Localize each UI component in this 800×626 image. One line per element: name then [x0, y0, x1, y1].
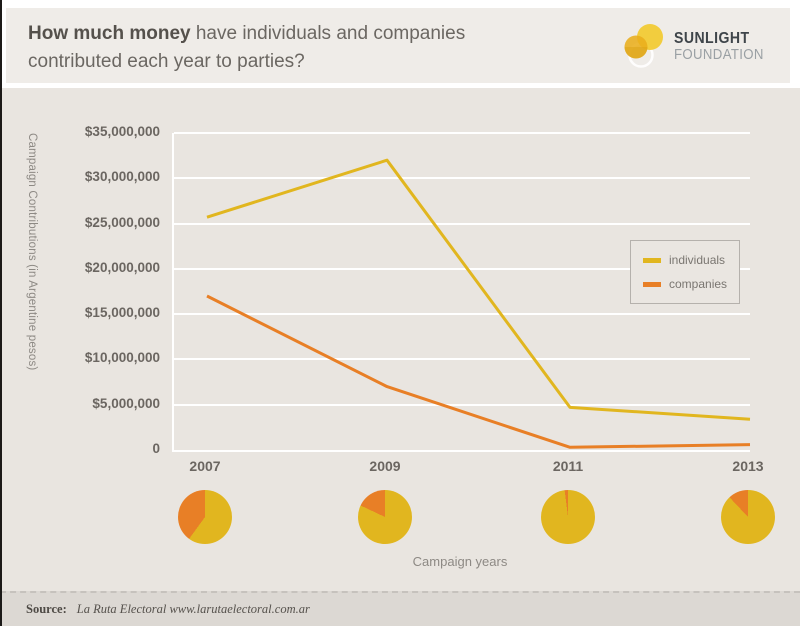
window-edge	[0, 0, 2, 626]
pie-chart-2007	[178, 490, 232, 544]
gridline	[174, 403, 750, 406]
gridline	[174, 177, 750, 180]
individuals-line	[206, 158, 751, 421]
source-label: Source:	[26, 602, 67, 616]
gridline	[174, 132, 750, 134]
pie-chart-2011	[541, 490, 595, 544]
page-title-emphasis: How much money	[28, 23, 191, 44]
individuals-color-swatch	[643, 257, 661, 263]
gridline	[174, 358, 750, 361]
legend-label: companies	[669, 277, 728, 291]
y-tick-label: $30,000,000	[84, 169, 160, 185]
companies-line	[206, 294, 751, 449]
source-bar: Source: La Ruta Electoral www.larutaelec…	[0, 591, 800, 626]
legend-item-individuals: individuals	[643, 253, 729, 267]
legend-label: individuals	[669, 253, 726, 267]
logo-subname: FOUNDATION	[673, 45, 764, 63]
logo-text: SUNLIGHT FOUNDATION	[674, 30, 764, 63]
x-tick-label: 2009	[369, 458, 401, 474]
pie-chart-2013	[721, 490, 775, 544]
line-chart	[206, 158, 751, 449]
y-tick-label: $15,000,000	[84, 305, 160, 321]
legend-item-companies: companies	[643, 277, 729, 291]
page-title: How much money have individuals and comp…	[28, 20, 465, 76]
sunlight-foundation-logo: SUNLIGHT FOUNDATION	[621, 22, 776, 70]
pie-chart-2009	[358, 490, 412, 544]
x-tick-label: 2013	[732, 458, 764, 474]
y-tick-label: 0	[152, 441, 160, 456]
x-tick-label: 2007	[189, 458, 221, 474]
x-tick-label: 2011	[552, 458, 584, 474]
source-text: La Ruta Electoral www.larutaelectoral.co…	[76, 602, 310, 616]
x-axis-title: Campaign years	[412, 554, 508, 569]
companies-color-swatch	[643, 281, 661, 287]
gridline	[174, 313, 750, 316]
gridline	[174, 222, 750, 225]
page-title-line2: contributed each year to parties?	[28, 51, 305, 72]
y-axis-title: Campaign Contributions (in Argentine pes…	[26, 133, 38, 371]
logo-name: SUNLIGHT	[673, 29, 750, 47]
header: How much money have individuals and comp…	[6, 8, 790, 83]
gridline	[174, 267, 750, 270]
y-tick-label: $5,000,000	[92, 395, 160, 411]
plot-area	[172, 132, 751, 452]
sunlight-foundation-logo-icon	[624, 24, 663, 68]
y-tick-label: $20,000,000	[84, 259, 160, 275]
page-title-rest: have individuals and companies	[190, 23, 466, 44]
y-tick-label: $10,000,000	[84, 350, 160, 366]
chart-panel: Campaign Contributions (in Argentine pes…	[0, 88, 800, 591]
chart-legend: individuals companies	[630, 240, 740, 304]
y-tick-label: $35,000,000	[84, 124, 160, 139]
y-tick-label: $25,000,000	[84, 214, 160, 230]
